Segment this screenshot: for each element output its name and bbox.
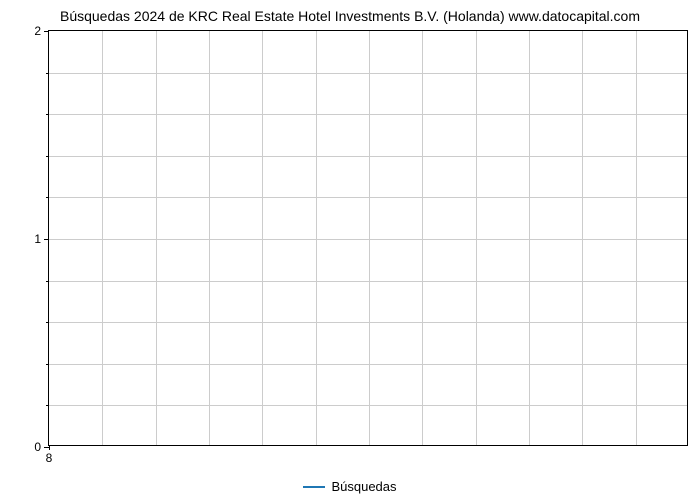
series-layer bbox=[49, 31, 689, 447]
legend-label: Búsquedas bbox=[331, 479, 396, 494]
plot-area: 0128 bbox=[48, 30, 688, 446]
legend-swatch bbox=[303, 486, 325, 488]
chart-container: Búsquedas 2024 de KRC Real Estate Hotel … bbox=[0, 0, 700, 500]
legend: Búsquedas bbox=[0, 478, 700, 494]
chart-title: Búsquedas 2024 de KRC Real Estate Hotel … bbox=[0, 8, 700, 24]
